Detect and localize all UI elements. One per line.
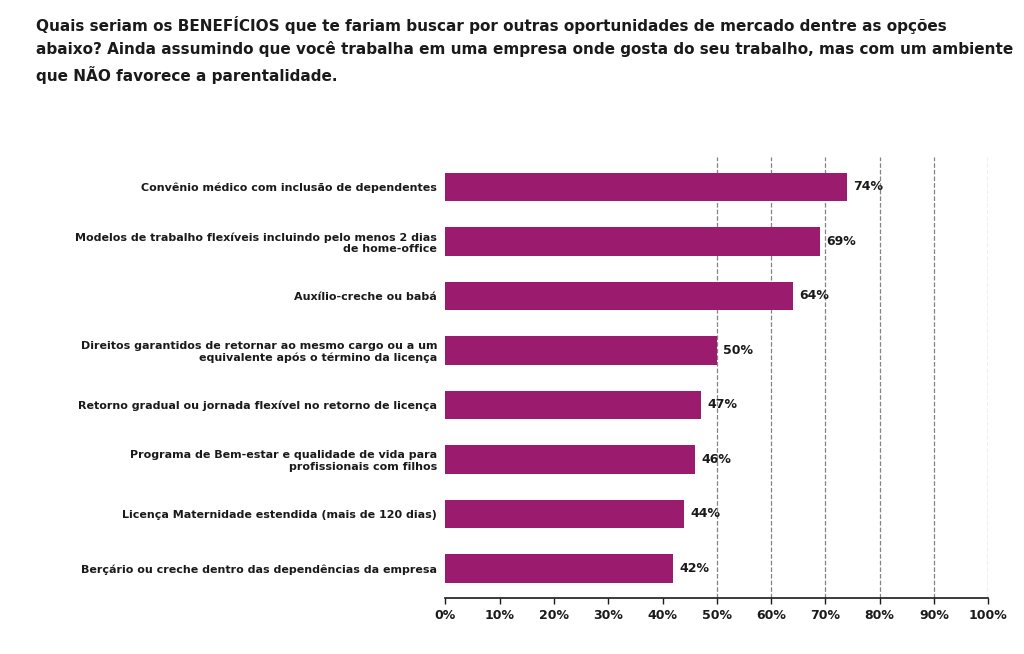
Bar: [445, 173, 847, 201]
Bar: [445, 445, 695, 473]
Bar: [445, 500, 684, 528]
Text: 74%: 74%: [854, 181, 884, 194]
Bar: [445, 555, 674, 583]
Text: 64%: 64%: [800, 290, 829, 302]
Text: Quais seriam os BENEFÍCIOS que te fariam buscar por outras oportunidades de merc: Quais seriam os BENEFÍCIOS que te fariam…: [36, 16, 946, 35]
Text: 50%: 50%: [723, 344, 754, 357]
Bar: [445, 336, 717, 364]
Text: 42%: 42%: [680, 562, 710, 575]
Bar: [445, 282, 793, 310]
Text: abaixo? Ainda assumindo que você trabalha em uma empresa onde gosta do seu traba: abaixo? Ainda assumindo que você trabalh…: [36, 41, 1013, 57]
Bar: [445, 390, 700, 419]
Text: 47%: 47%: [707, 398, 737, 411]
Text: que NÃO favorece a parentalidade.: que NÃO favorece a parentalidade.: [36, 66, 337, 84]
Text: 46%: 46%: [701, 453, 731, 466]
Text: 44%: 44%: [691, 508, 721, 521]
Text: 69%: 69%: [826, 235, 856, 248]
Bar: [445, 227, 820, 256]
